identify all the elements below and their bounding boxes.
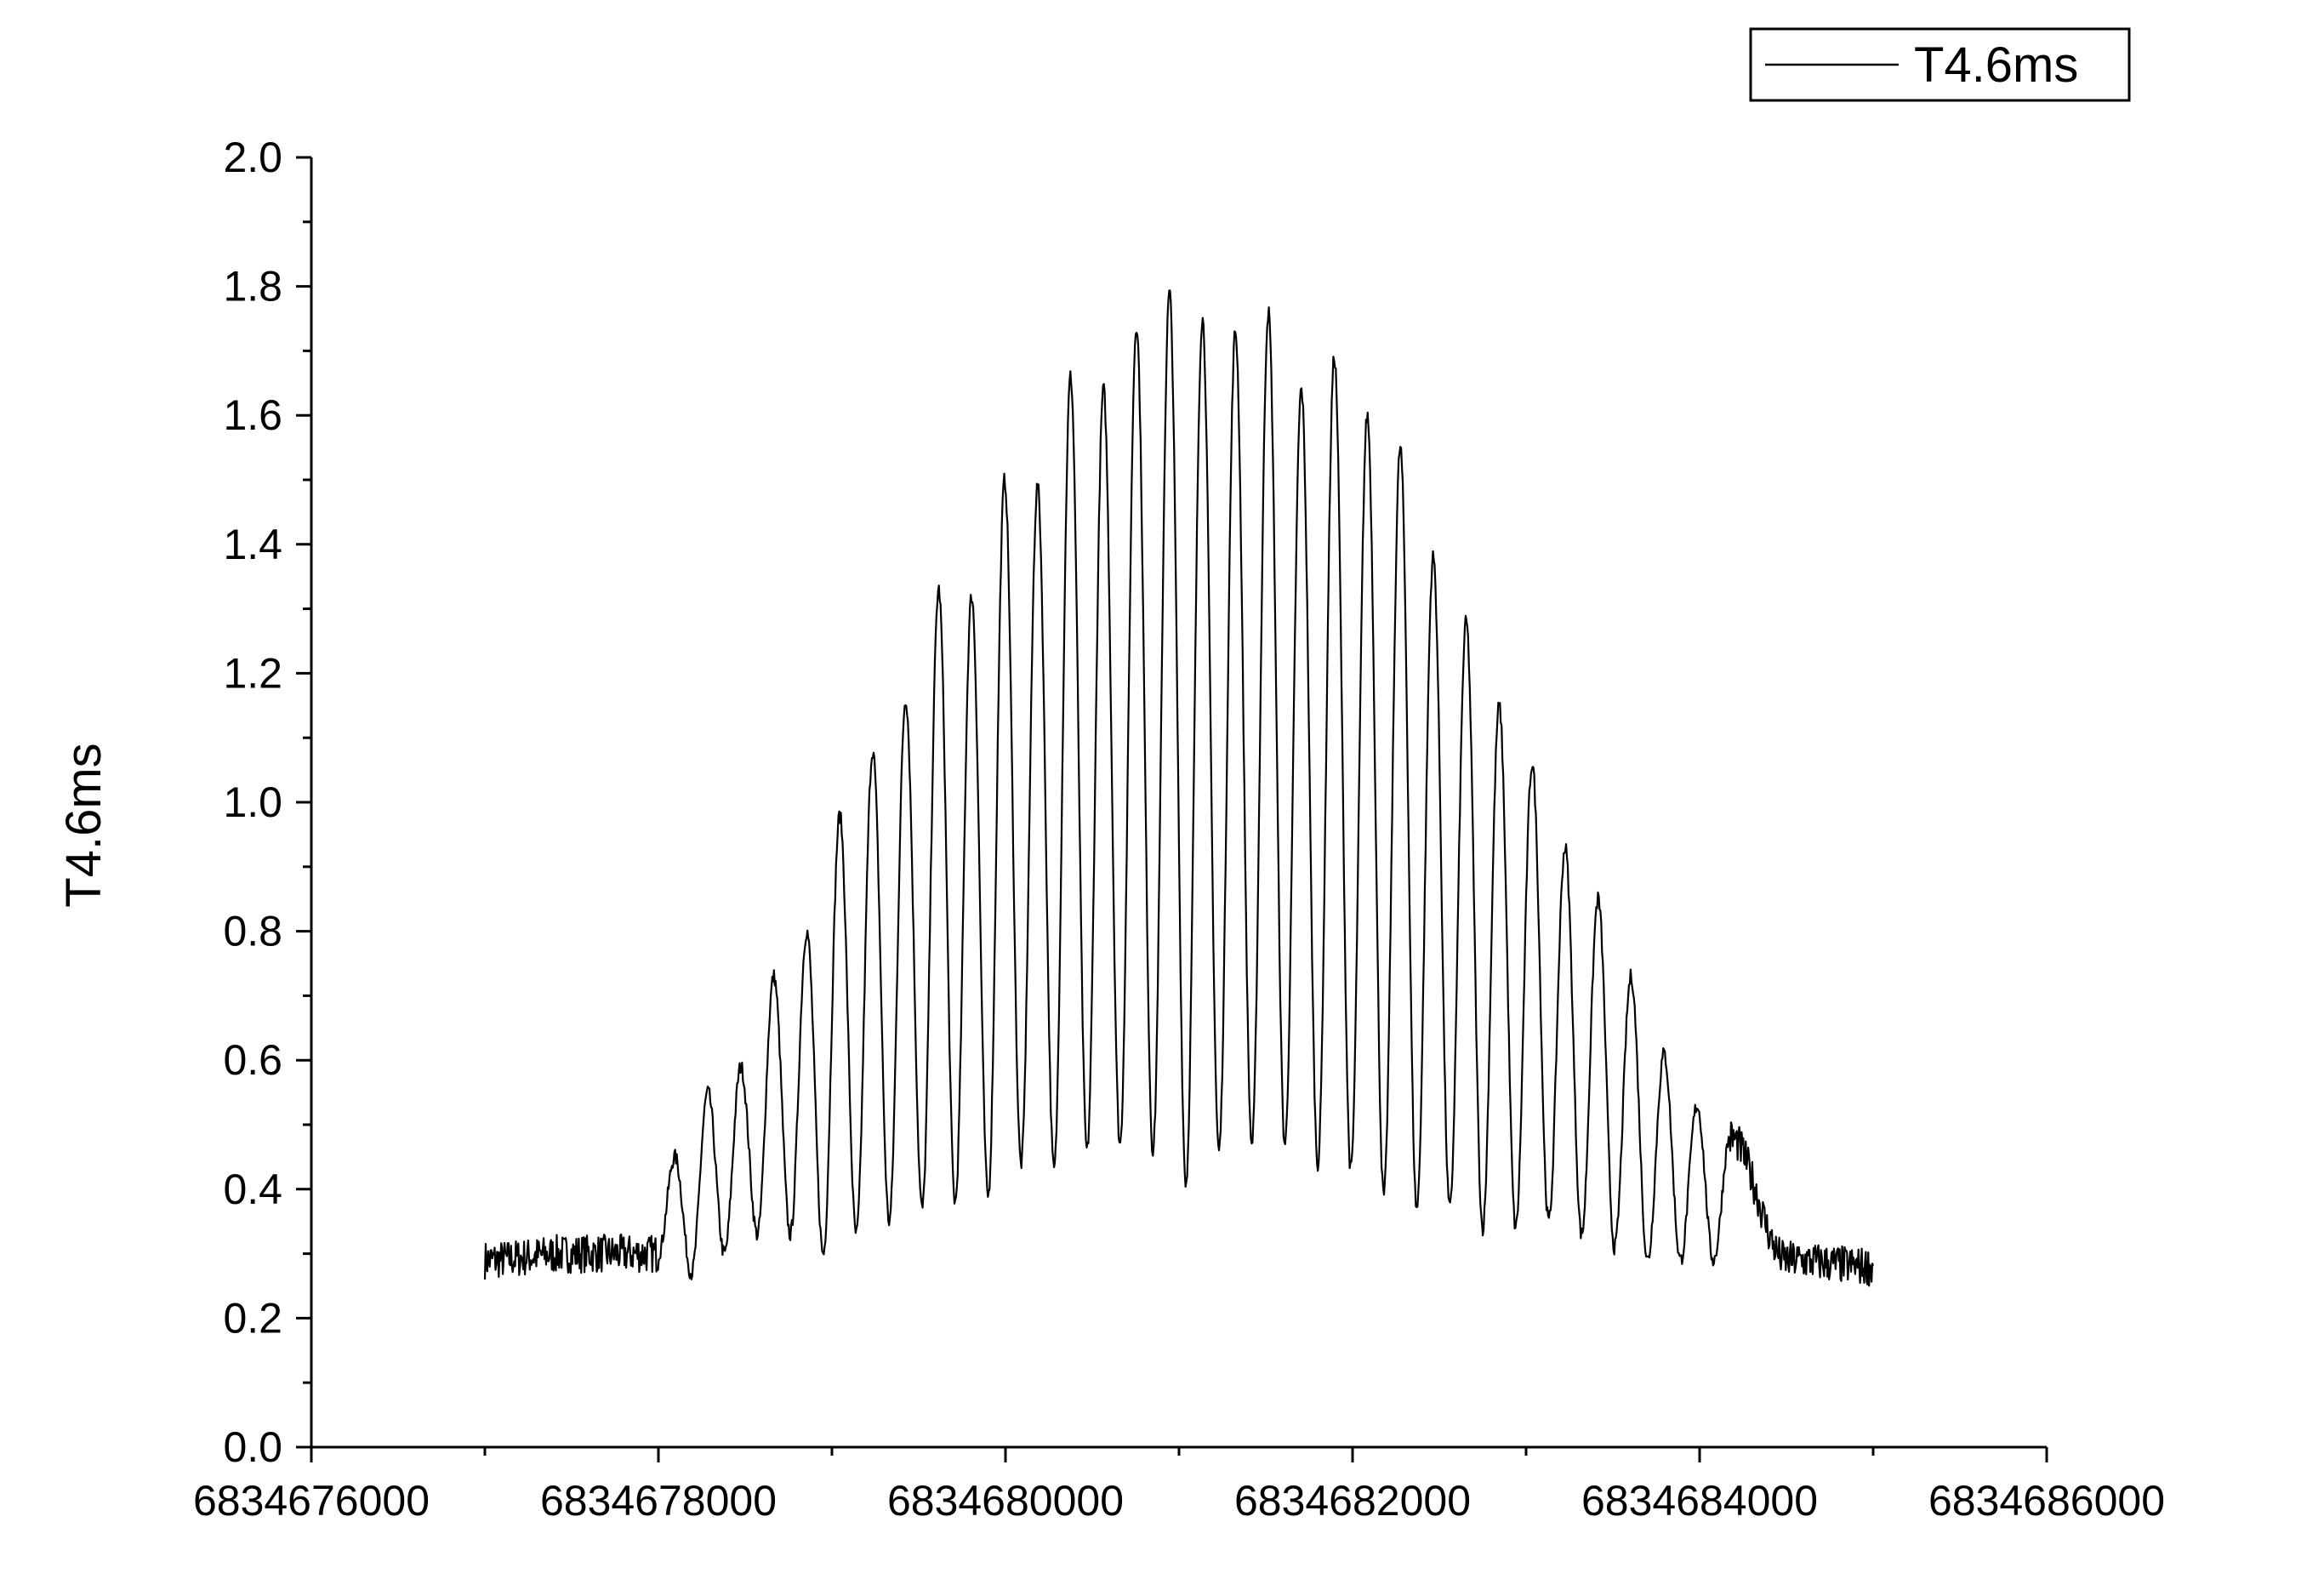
y-tick-label: 0.2 [223, 1294, 282, 1342]
legend-label: T4.6ms [1914, 37, 2078, 93]
x-tick-label: 6834686000 [1928, 1477, 2165, 1525]
x-tick-label: 6834676000 [193, 1477, 430, 1525]
y-tick-label: 0.8 [223, 908, 282, 955]
y-tick-label: 1.4 [223, 521, 282, 568]
y-axis-label: T4.6ms [56, 743, 111, 907]
y-tick-label: 2.0 [223, 134, 282, 181]
x-tick-label: 6834680000 [887, 1477, 1124, 1525]
series-layer [483, 289, 1875, 1287]
y-tick-label: 0.4 [223, 1166, 282, 1213]
x-tick-label: 6834678000 [540, 1477, 777, 1525]
series-line [483, 289, 1875, 1287]
x-tick-label: 6834684000 [1581, 1477, 1818, 1525]
y-tick-label: 1.8 [223, 263, 282, 311]
x-tick-label: 6834682000 [1234, 1477, 1471, 1525]
y-tick-label: 0.0 [223, 1423, 282, 1471]
y-tick-label: 1.0 [223, 778, 282, 826]
axes-layer: 6834676000 6834678000 6834680000 6834682000… [193, 134, 2165, 1525]
legend: T4.6ms [1749, 27, 2131, 102]
y-tick-label: 1.6 [223, 391, 282, 439]
y-tick-label: 0.6 [223, 1036, 282, 1084]
y-tick-label: 1.2 [223, 649, 282, 697]
